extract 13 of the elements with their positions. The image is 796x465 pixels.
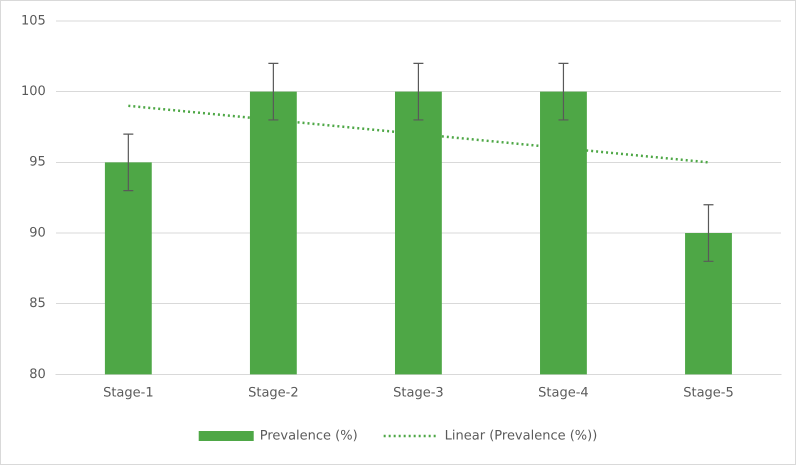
y-tick-label: 80	[29, 366, 46, 382]
legend-label: Prevalence (%)	[260, 428, 358, 444]
legend-label: Linear (Prevalence (%))	[444, 428, 598, 444]
y-tick-label: 105	[20, 13, 46, 28]
x-tick-label: Stage-5	[683, 386, 734, 401]
y-tick-label: 90	[29, 225, 46, 240]
x-tick-label: Stage-2	[248, 386, 299, 401]
y-tick-label: 100	[20, 84, 46, 100]
y-tick-label: 85	[29, 296, 46, 312]
x-tick-label: Stage-1	[103, 386, 154, 401]
x-tick-label: Stage-3	[393, 386, 444, 401]
y-tick-label: 95	[29, 154, 46, 170]
x-tick-label: Stage-4	[538, 386, 589, 401]
